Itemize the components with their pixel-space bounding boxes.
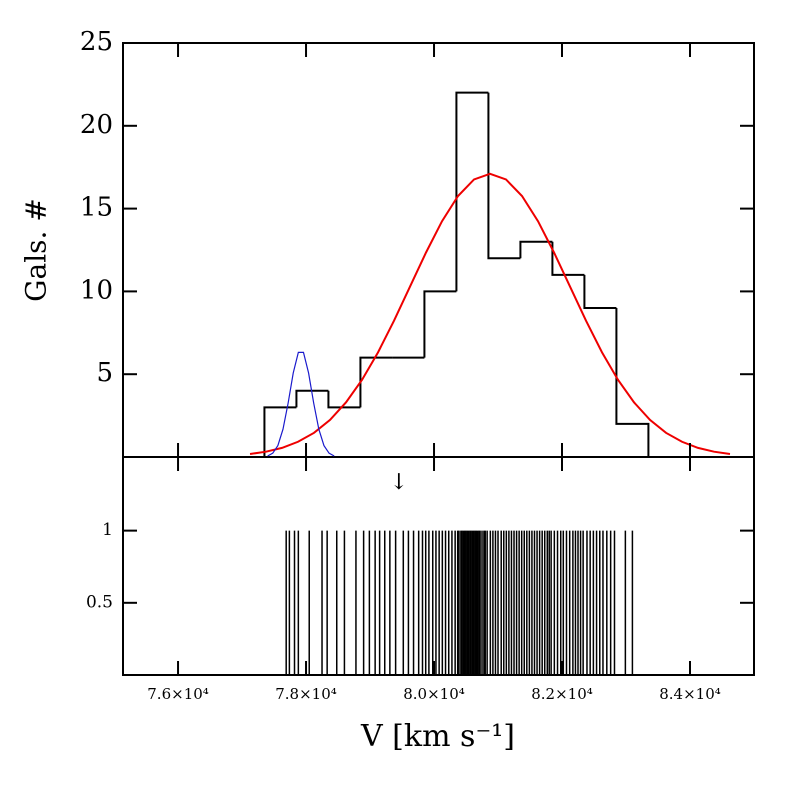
histogram-bar (519, 240, 553, 259)
x-tick-label: 8.4×10⁴ (659, 685, 721, 703)
histogram-bar (583, 274, 617, 309)
top-frame (122, 42, 755, 458)
histogram-bar (487, 92, 521, 260)
y-tick-label: 0.5 (86, 592, 113, 612)
x-tick-label: 8.2×10⁴ (531, 685, 593, 703)
histogram-bar (263, 406, 297, 457)
x-tick-label: 7.6×10⁴ (147, 685, 209, 703)
histogram-bar (295, 389, 329, 408)
x-axis-label: V [km s⁻¹] (360, 719, 515, 754)
y-tick-label: 15 (80, 193, 113, 223)
y-tick-label: 20 (80, 110, 113, 140)
histogram-bar (615, 307, 650, 457)
y-tick-label: 5 (96, 358, 113, 388)
annotation-arrow: ↓ (390, 470, 408, 495)
y-tick-label: 25 (80, 27, 113, 57)
y-axis-label: Gals. # (20, 198, 53, 302)
histogram-bar (423, 290, 457, 358)
histogram-bar (551, 241, 585, 276)
histogram-bar (359, 356, 393, 408)
x-tick-label: 8.0×10⁴ (403, 685, 465, 703)
y-tick-label: 1 (102, 520, 113, 540)
histogram-bar (327, 390, 361, 409)
fit-curve (267, 351, 335, 457)
fit-curve (249, 172, 731, 456)
histogram-bar (455, 91, 489, 292)
x-tick-label: 7.8×10⁴ (275, 685, 337, 703)
y-tick-label: 10 (80, 275, 113, 305)
